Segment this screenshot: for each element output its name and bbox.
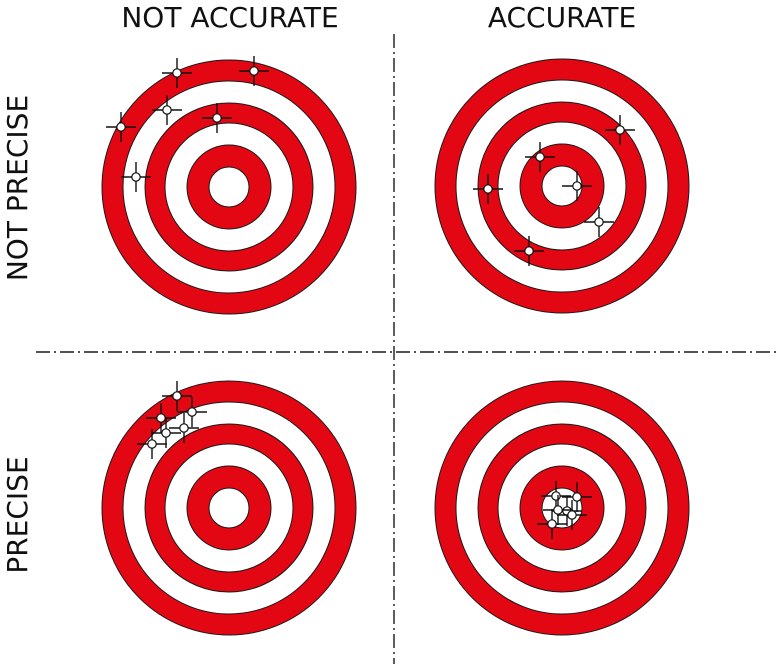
shot-marker bbox=[177, 397, 207, 427]
shot-marker bbox=[543, 495, 573, 525]
shot-hole bbox=[187, 407, 197, 417]
shot-hole bbox=[162, 105, 172, 115]
shot-hole bbox=[147, 439, 157, 449]
shot-hole bbox=[483, 184, 493, 194]
shot-hole bbox=[212, 113, 222, 123]
shot-marker bbox=[162, 381, 192, 411]
shot-hole bbox=[161, 428, 171, 438]
shot-hole bbox=[553, 505, 563, 515]
row-header-precise: PRECISE bbox=[1, 456, 34, 573]
shot-marker bbox=[169, 413, 199, 443]
shot-marker bbox=[605, 115, 635, 145]
shot-marker bbox=[137, 429, 167, 459]
shot-hole bbox=[524, 246, 534, 256]
shot-marker bbox=[562, 171, 592, 201]
target-not-accurate-precise bbox=[101, 380, 357, 636]
shot-hole bbox=[179, 423, 189, 433]
shot-hole bbox=[572, 492, 582, 502]
shot-marker bbox=[121, 162, 151, 192]
shot-marker bbox=[514, 236, 544, 266]
shot-hole bbox=[172, 68, 182, 78]
shot-hole bbox=[615, 125, 625, 135]
shot-marker bbox=[162, 58, 192, 88]
target-accurate-precise bbox=[434, 380, 690, 636]
shot-hole bbox=[535, 152, 545, 162]
column-header-accurate: ACCURATE bbox=[488, 1, 636, 34]
shot-marker bbox=[557, 500, 587, 530]
shot-marker bbox=[146, 403, 176, 433]
shot-hole bbox=[572, 181, 582, 191]
shot-marker bbox=[152, 95, 182, 125]
shot-hole bbox=[116, 122, 126, 132]
shot-marker bbox=[239, 56, 269, 86]
shot-marker bbox=[525, 142, 555, 172]
shot-hole bbox=[567, 510, 577, 520]
shot-hole bbox=[547, 519, 557, 529]
shot-marker bbox=[584, 207, 614, 237]
shot-marker bbox=[202, 103, 232, 133]
shot-marker bbox=[537, 509, 567, 539]
shot-hole bbox=[156, 413, 166, 423]
shot-marker bbox=[473, 174, 503, 204]
row-header-not-precise: NOT PRECISE bbox=[1, 95, 34, 281]
target-accurate-not-precise bbox=[434, 58, 690, 314]
white-ring-6 bbox=[208, 166, 250, 208]
shot-hole bbox=[594, 217, 604, 227]
column-header-not-accurate: NOT ACCURATE bbox=[121, 1, 338, 34]
shot-hole bbox=[172, 391, 182, 401]
target-not-accurate-not-precise bbox=[101, 56, 357, 315]
shot-marker bbox=[151, 418, 181, 448]
shot-hole bbox=[249, 66, 259, 76]
white-ring-6 bbox=[208, 487, 250, 529]
shot-hole bbox=[551, 491, 561, 501]
shot-marker bbox=[106, 112, 136, 142]
shot-hole bbox=[131, 172, 141, 182]
